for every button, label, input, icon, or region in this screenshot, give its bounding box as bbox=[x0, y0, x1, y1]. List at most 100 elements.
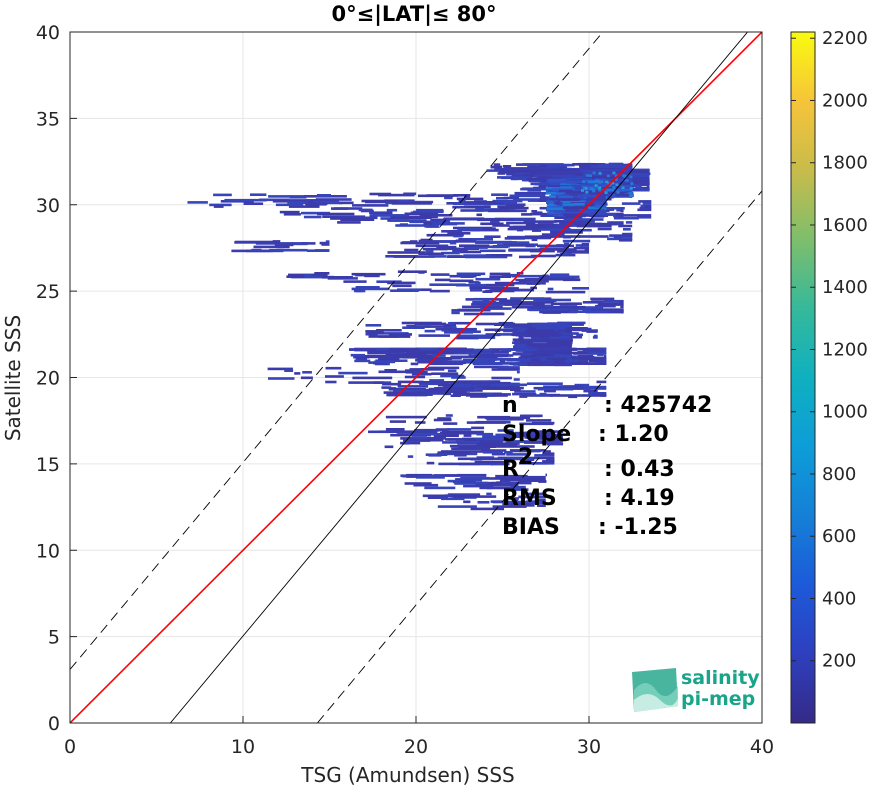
density-cell bbox=[519, 462, 555, 465]
density-cell bbox=[469, 286, 505, 289]
density-cell bbox=[636, 186, 650, 190]
density-cell bbox=[561, 342, 570, 346]
density-cell bbox=[623, 169, 630, 173]
density-cell bbox=[637, 216, 652, 219]
density-cell bbox=[548, 275, 580, 279]
density-cell bbox=[510, 485, 526, 489]
density-cell bbox=[403, 192, 417, 196]
density-cell bbox=[376, 329, 402, 332]
density-cell bbox=[612, 171, 616, 175]
density-cell bbox=[471, 303, 487, 306]
density-cell bbox=[495, 433, 518, 437]
density-cell bbox=[388, 333, 409, 337]
density-cell bbox=[570, 343, 573, 346]
stat-label: BIAS bbox=[502, 515, 560, 540]
density-cell bbox=[567, 323, 584, 326]
density-cell bbox=[415, 428, 448, 432]
density-cell bbox=[317, 212, 355, 216]
density-cell bbox=[639, 206, 652, 210]
density-cell bbox=[617, 178, 650, 181]
density-cell bbox=[510, 194, 546, 198]
density-cell bbox=[473, 381, 511, 385]
x-tick-label: 40 bbox=[750, 736, 774, 758]
density-cell bbox=[593, 334, 598, 338]
density-cell bbox=[514, 191, 550, 195]
density-cell bbox=[573, 246, 589, 250]
density-cell bbox=[596, 380, 607, 384]
density-cell bbox=[586, 347, 607, 351]
density-cell bbox=[384, 369, 397, 372]
density-cell bbox=[588, 175, 624, 179]
density-cell bbox=[471, 426, 485, 430]
density-cell bbox=[497, 429, 514, 432]
density-cell bbox=[350, 353, 365, 357]
density-cell bbox=[514, 343, 531, 347]
density-cell bbox=[534, 498, 546, 502]
density-cell bbox=[582, 186, 586, 189]
density-cell bbox=[470, 507, 504, 511]
density-cell bbox=[524, 436, 563, 439]
density-cell bbox=[547, 287, 554, 291]
density-cell bbox=[284, 369, 294, 372]
density-cell bbox=[637, 182, 650, 185]
density-cell bbox=[519, 422, 554, 426]
density-cell bbox=[551, 187, 575, 191]
density-cell bbox=[521, 414, 543, 418]
density-cell bbox=[500, 348, 525, 351]
density-cell bbox=[543, 450, 551, 453]
density-cell bbox=[475, 281, 481, 285]
density-cell bbox=[425, 453, 448, 456]
density-cell bbox=[565, 209, 580, 212]
density-cell bbox=[548, 197, 563, 201]
density-cell bbox=[538, 184, 552, 188]
density-cell bbox=[537, 387, 574, 391]
density-cell bbox=[482, 386, 524, 390]
density-cell bbox=[471, 457, 503, 461]
density-cell bbox=[418, 252, 444, 256]
density-cell bbox=[631, 194, 634, 197]
density-cell bbox=[506, 221, 536, 225]
density-cell bbox=[473, 297, 496, 301]
density-cell bbox=[381, 386, 392, 389]
density-cell bbox=[454, 454, 467, 457]
density-cell bbox=[467, 246, 488, 249]
density-cell bbox=[343, 280, 367, 283]
density-cell bbox=[506, 453, 530, 456]
density-cell bbox=[391, 216, 432, 219]
density-cell bbox=[549, 394, 585, 397]
density-cell bbox=[595, 304, 616, 308]
density-cell bbox=[635, 175, 650, 179]
density-cell bbox=[447, 428, 472, 431]
density-cell bbox=[618, 214, 624, 218]
density-cell bbox=[542, 311, 561, 314]
density-cell bbox=[459, 250, 482, 254]
density-cell bbox=[585, 190, 589, 194]
density-cell bbox=[606, 202, 608, 206]
density-cell bbox=[554, 216, 583, 220]
density-cell bbox=[319, 241, 330, 245]
density-cell bbox=[592, 171, 596, 175]
density-cell bbox=[565, 330, 572, 333]
density-cell bbox=[456, 197, 484, 201]
density-cell bbox=[339, 201, 354, 205]
density-cell bbox=[453, 234, 463, 238]
density-cell bbox=[644, 205, 652, 208]
density-cell bbox=[554, 334, 572, 338]
density-cell bbox=[545, 304, 554, 308]
density-cell bbox=[625, 179, 629, 182]
density-cell bbox=[497, 244, 534, 247]
colorbar bbox=[790, 31, 816, 724]
density-cell bbox=[621, 186, 625, 190]
density-cell bbox=[513, 327, 521, 330]
density-cell bbox=[624, 190, 631, 193]
density-cell bbox=[530, 254, 556, 258]
density-cell bbox=[562, 200, 605, 204]
density-cell bbox=[510, 176, 533, 179]
density-cell bbox=[463, 254, 491, 257]
density-cell bbox=[492, 500, 534, 504]
density-cell bbox=[486, 492, 492, 496]
density-cell bbox=[441, 430, 484, 434]
density-cell bbox=[422, 247, 448, 251]
density-cell bbox=[499, 301, 519, 305]
density-cell bbox=[531, 238, 538, 242]
